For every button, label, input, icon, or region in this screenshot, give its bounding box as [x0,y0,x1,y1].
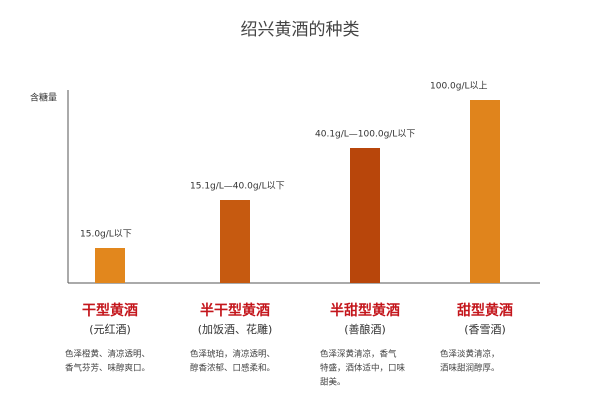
sugar-level: 15.1g/L—40.0g/L以下 [190,182,285,192]
y-label: 含糖量 [30,92,57,104]
type-name: 干型黄酒 [82,302,138,319]
sugar-level: 15.0g/L以下 [80,230,132,240]
type-name: 甜型黄酒 [457,302,513,319]
description-line: 特盛，酒体适中，口味 [320,363,406,374]
type-name: 半甜型黄酒 [330,302,400,319]
description-line: 醇香浓郁、口感柔和。 [190,363,275,374]
bar [350,148,380,283]
bar [220,200,250,283]
description-line: 色泽淡黄清凉， [440,349,500,360]
type-subname: (加饭酒、花雕) [198,322,273,336]
sugar-level: 100.0g/L以上 [430,81,488,92]
description-line: 色泽深黄清凉，香气 [320,349,397,360]
description-line: 香气芬芳、味醇爽口。 [65,363,150,374]
sugar-level: 40.1g/L—100.0g/L以下 [315,130,415,140]
title: 绍兴黄酒的种类 [241,20,360,40]
description-line: 色泽琥珀，清凉透明、 [190,349,275,360]
description-line: 色泽橙黄、清凉透明、 [65,349,150,360]
description-line: 酒味甜润醇厚。 [440,363,500,374]
type-subname: (香雪酒) [464,323,506,336]
bar [470,100,500,283]
bar [95,248,125,283]
type-subname: (善酿酒) [344,322,386,336]
type-subname: (元红酒) [89,323,131,336]
type-name: 半干型黄酒 [200,302,270,319]
description-line: 甜美。 [320,377,346,388]
